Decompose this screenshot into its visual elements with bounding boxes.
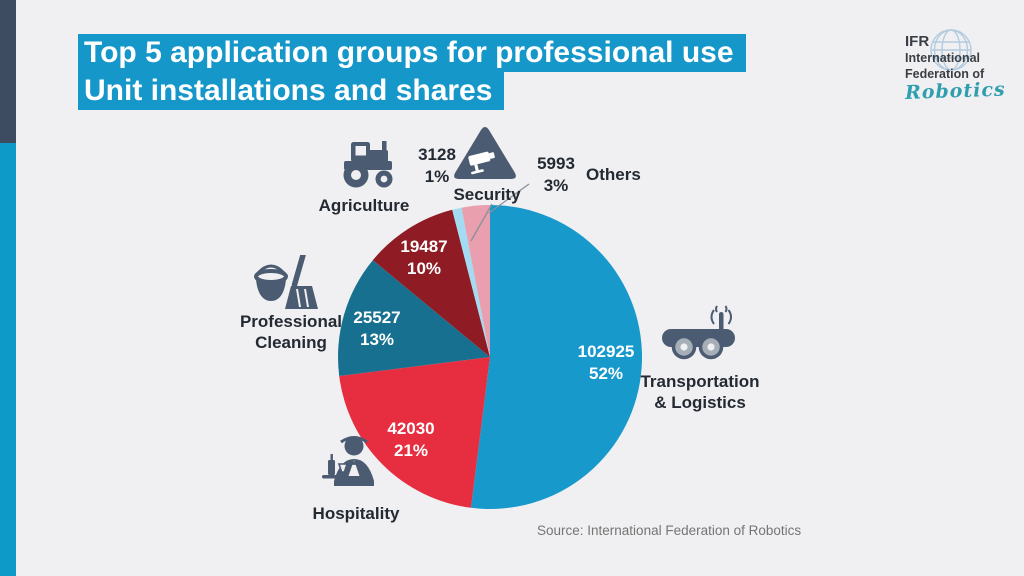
value-label-transportation: 102925 52% bbox=[546, 341, 666, 385]
slide-title: Top 5 application groups for professiona… bbox=[78, 34, 746, 110]
slide-title-line2: Unit installations and shares bbox=[78, 72, 505, 110]
pct-others: 3% bbox=[543, 176, 569, 195]
pct-security: 1% bbox=[424, 167, 450, 186]
value-others: 5993 bbox=[537, 154, 575, 173]
agv-robot-icon bbox=[662, 305, 735, 360]
pie-slice-professional-cleaning bbox=[338, 260, 490, 377]
pie-slice-others bbox=[461, 205, 490, 357]
category-label-transportation-line1: Transportation bbox=[640, 372, 760, 391]
logo-name-line1: International bbox=[905, 51, 981, 65]
logo-script-robotics: Robotics bbox=[904, 78, 1007, 104]
logo-abbr: IFR bbox=[905, 33, 930, 50]
value-transportation: 102925 bbox=[577, 342, 635, 361]
category-label-cleaning: Professional Cleaning bbox=[229, 311, 353, 353]
value-label-others: 5993 3% bbox=[523, 153, 589, 197]
slide-title-line1: Top 5 application groups for professiona… bbox=[78, 34, 746, 72]
bartender-icon bbox=[322, 436, 374, 486]
pie-slice-transportation-logistics bbox=[470, 205, 643, 510]
category-label-transportation: Transportation & Logistics bbox=[628, 371, 772, 413]
security-camera-icon bbox=[454, 127, 516, 179]
edge-accent-bar-blue bbox=[0, 143, 16, 576]
category-label-security: Security bbox=[453, 185, 521, 204]
pie-slice-security bbox=[452, 207, 490, 357]
category-label-others: Others bbox=[586, 165, 641, 184]
pct-cleaning: 13% bbox=[359, 330, 395, 349]
category-label-hospitality: Hospitality bbox=[312, 504, 400, 523]
pct-transportation: 52% bbox=[588, 364, 624, 383]
edge-accent-bar-dark bbox=[0, 0, 16, 143]
value-label-cleaning: 25527 13% bbox=[317, 307, 437, 351]
value-agriculture: 19487 bbox=[400, 237, 448, 256]
pie-slice-agriculture bbox=[372, 209, 490, 357]
category-label-cleaning-line1: Professional bbox=[239, 312, 343, 331]
pct-agriculture: 10% bbox=[406, 259, 442, 278]
value-label-hospitality: 42030 21% bbox=[351, 418, 471, 462]
pct-hospitality: 21% bbox=[393, 441, 429, 460]
bucket-broom-icon bbox=[254, 255, 318, 309]
value-label-agriculture: 19487 10% bbox=[364, 236, 484, 280]
pie-chart bbox=[338, 205, 643, 510]
value-label-security: 3128 1% bbox=[399, 144, 475, 188]
logo-name-line2: Federation of bbox=[905, 67, 985, 81]
globe-icon bbox=[930, 29, 972, 71]
value-security: 3128 bbox=[418, 145, 456, 164]
value-cleaning: 25527 bbox=[353, 308, 401, 327]
category-label-agriculture: Agriculture bbox=[318, 196, 410, 215]
category-label-transportation-line2: & Logistics bbox=[654, 393, 746, 412]
tractor-icon bbox=[343, 141, 393, 188]
pie-slice-hospitality bbox=[339, 357, 490, 508]
ifr-logo: IFR International Federation of Robotics bbox=[904, 29, 1024, 104]
category-label-cleaning-line2: Cleaning bbox=[255, 333, 327, 352]
value-hospitality: 42030 bbox=[387, 419, 435, 438]
source-note: Source: International Federation of Robo… bbox=[537, 523, 802, 538]
